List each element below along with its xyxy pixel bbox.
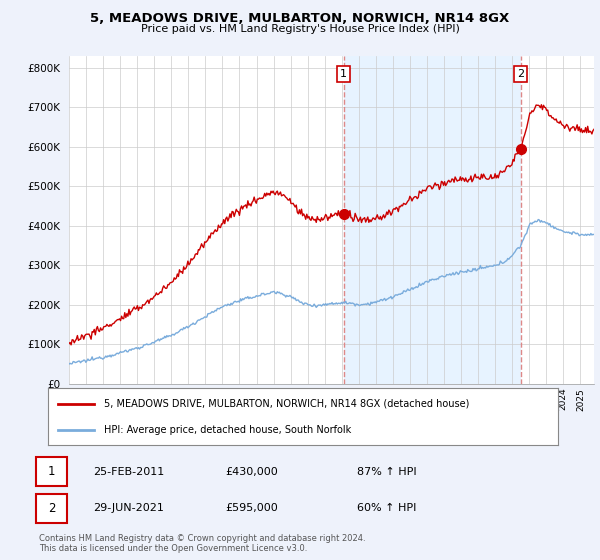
Bar [344, 56, 521, 384]
Text: 2: 2 [517, 69, 524, 79]
Text: 5, MEADOWS DRIVE, MULBARTON, NORWICH, NR14 8GX: 5, MEADOWS DRIVE, MULBARTON, NORWICH, NR… [91, 12, 509, 25]
Text: 2: 2 [48, 502, 55, 515]
Text: £430,000: £430,000 [225, 467, 278, 477]
Text: 29-JUN-2021: 29-JUN-2021 [93, 503, 164, 513]
Text: Price paid vs. HM Land Registry's House Price Index (HPI): Price paid vs. HM Land Registry's House … [140, 24, 460, 34]
Text: HPI: Average price, detached house, South Norfolk: HPI: Average price, detached house, Sout… [104, 424, 352, 435]
Text: 5, MEADOWS DRIVE, MULBARTON, NORWICH, NR14 8GX (detached house): 5, MEADOWS DRIVE, MULBARTON, NORWICH, NR… [104, 399, 469, 409]
Text: 25-FEB-2011: 25-FEB-2011 [93, 467, 164, 477]
Text: 60% ↑ HPI: 60% ↑ HPI [357, 503, 416, 513]
Text: 1: 1 [48, 465, 55, 478]
Text: £595,000: £595,000 [225, 503, 278, 513]
Text: 87% ↑ HPI: 87% ↑ HPI [357, 467, 416, 477]
Text: Contains HM Land Registry data © Crown copyright and database right 2024.
This d: Contains HM Land Registry data © Crown c… [39, 534, 365, 553]
Text: 1: 1 [340, 69, 347, 79]
